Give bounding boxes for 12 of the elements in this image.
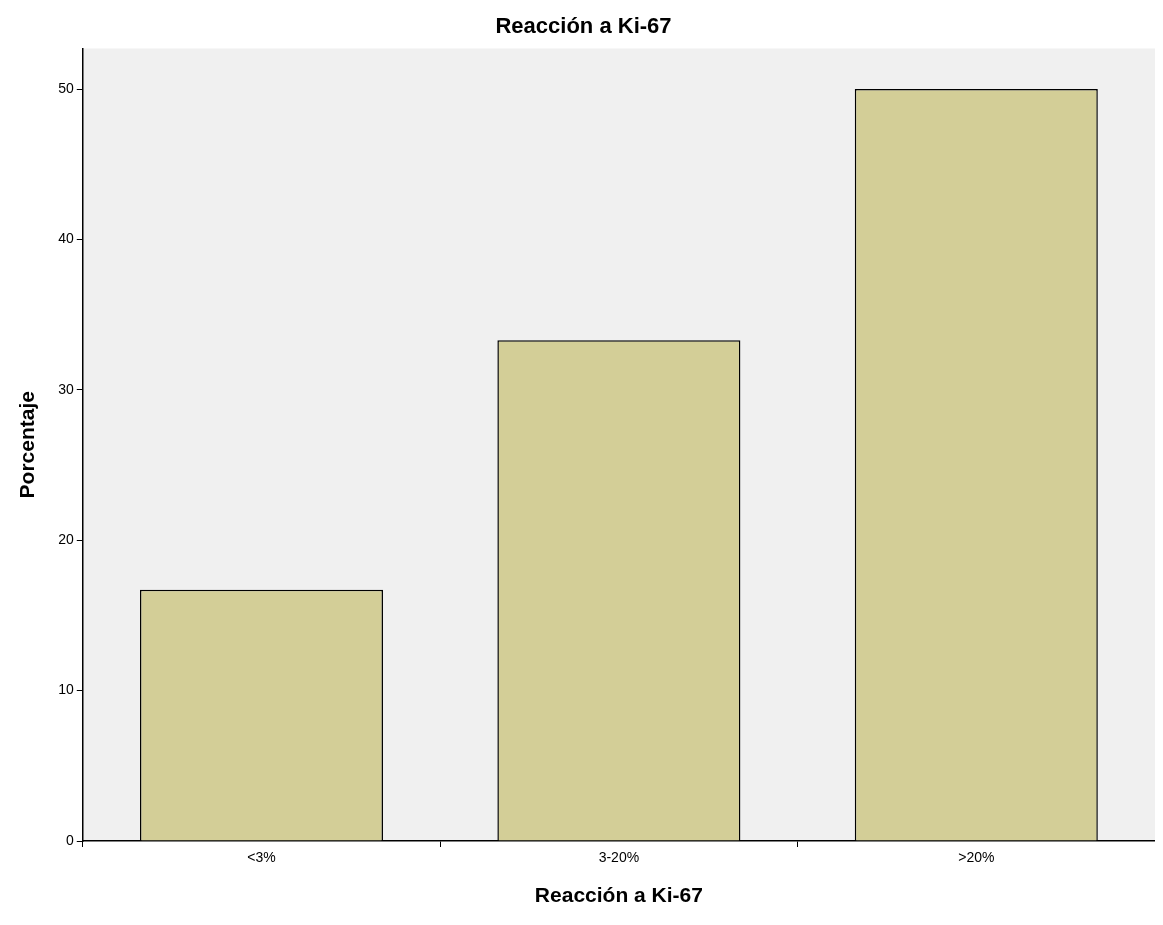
x-tick-label: 3-20%: [598, 849, 640, 866]
y-tick-label: 40: [58, 230, 74, 247]
x-tick-label: <3%: [247, 849, 276, 866]
y-tick-label: 30: [58, 380, 74, 397]
y-tick-label: 10: [58, 681, 74, 698]
y-tick-label: 50: [58, 79, 74, 96]
x-axis-title: Reacción a Ki-67: [534, 883, 703, 907]
chart-title: Reacción a Ki-67: [495, 13, 672, 39]
y-tick-label: 20: [58, 531, 74, 548]
y-tick-label: 0: [65, 831, 74, 848]
y-axis-title: Porcentaje: [15, 391, 39, 499]
x-tick-label: >20%: [958, 849, 995, 866]
